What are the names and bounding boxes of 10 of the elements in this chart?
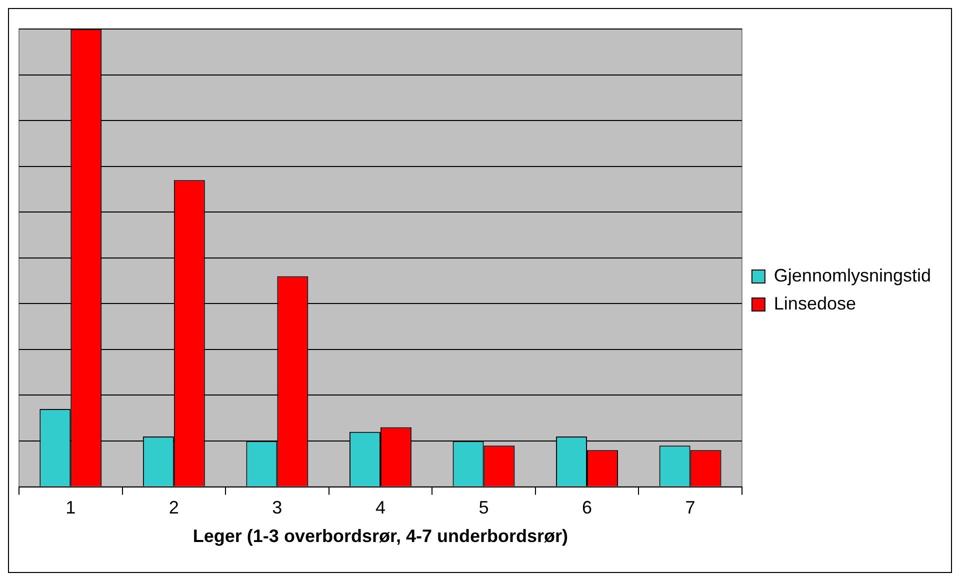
x-tick-label: 6 <box>582 498 592 518</box>
x-axis-title: Leger (1-3 overbordsrør, 4-7 underbordsrør) <box>192 526 568 546</box>
x-tick-label: 1 <box>66 498 76 518</box>
x-tick-label: 3 <box>272 498 282 518</box>
x-tick-label: 5 <box>478 498 489 518</box>
legend-label: Linsedose <box>774 293 856 314</box>
x-tick-label: 7 <box>685 498 696 518</box>
legend-label: Gjennomlysningstid <box>774 265 931 286</box>
x-tick-label: 4 <box>375 498 386 518</box>
x-tick-label: 2 <box>168 498 179 518</box>
